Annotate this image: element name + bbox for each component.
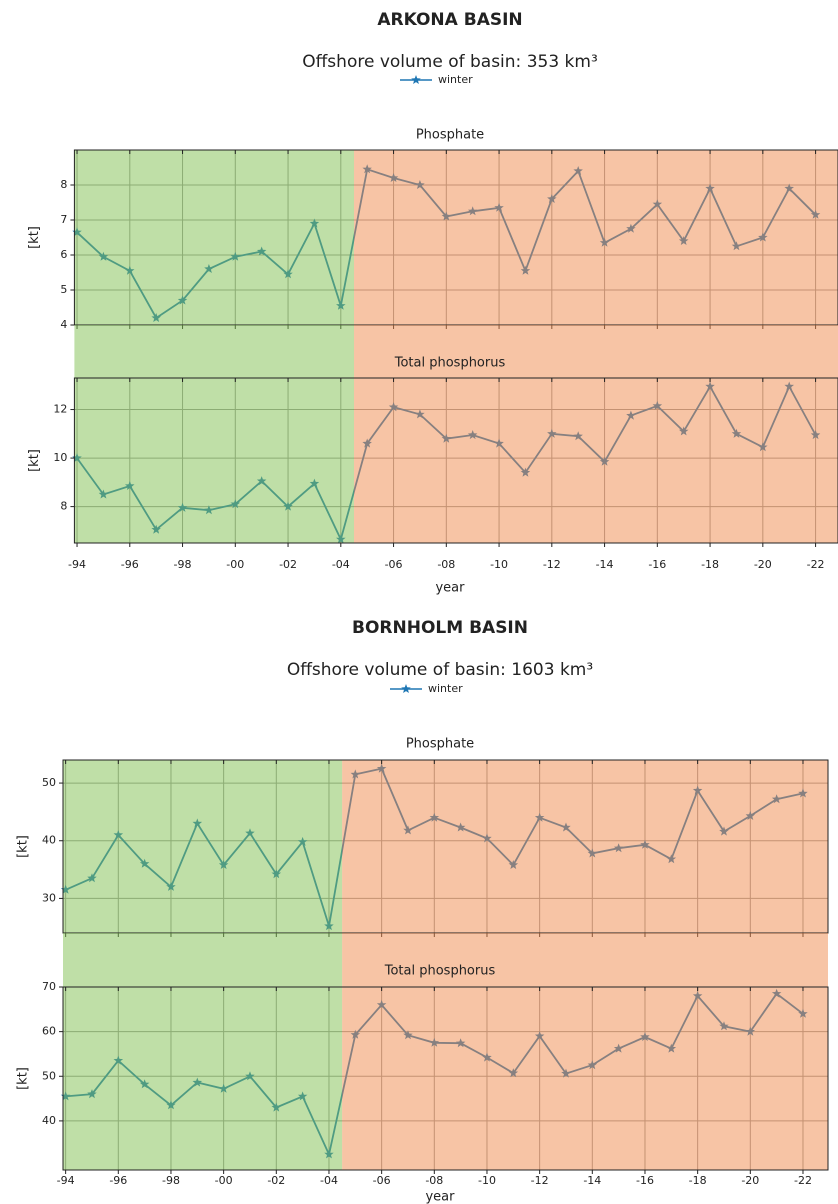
- y-axis-label: [kt]: [16, 835, 31, 858]
- figure-subtitle: Offshore volume of basin: 1603 km³: [287, 660, 593, 680]
- legend-marker: [401, 684, 411, 693]
- y-axis-label: [kt]: [16, 1067, 31, 1090]
- shaded-region: [74, 325, 354, 543]
- x-tick-label: -22: [794, 1174, 812, 1187]
- x-tick-label: -16: [648, 558, 666, 571]
- x-tick-label: -08: [437, 558, 455, 571]
- x-tick-label: -06: [373, 1174, 391, 1187]
- x-tick-label: -14: [583, 1174, 601, 1187]
- shaded-region: [63, 760, 343, 933]
- y-tick-label: 50: [42, 1069, 56, 1082]
- x-tick-label: -02: [279, 558, 297, 571]
- x-tick-label: -98: [174, 558, 192, 571]
- x-tick-label: -10: [490, 558, 508, 571]
- x-axis-label: year: [435, 581, 465, 596]
- panel-title: Phosphate: [416, 128, 484, 143]
- y-axis-label: [kt]: [27, 226, 42, 249]
- shaded-region: [353, 325, 838, 543]
- x-tick-label: -16: [636, 1174, 654, 1187]
- panel-title: Total phosphorus: [384, 964, 496, 979]
- panel-title: Phosphate: [406, 737, 474, 752]
- legend-label: winter: [428, 682, 463, 695]
- y-tick-label: 5: [60, 283, 67, 296]
- y-tick-label: 40: [42, 834, 56, 847]
- x-tick-label: -94: [57, 1174, 75, 1187]
- x-tick-label: -18: [689, 1174, 707, 1187]
- shaded-region: [342, 933, 828, 1170]
- x-tick-label: -04: [320, 1174, 338, 1187]
- x-tick-label: -06: [385, 558, 403, 571]
- x-tick-label: -22: [807, 558, 825, 571]
- y-axis-label: [kt]: [27, 449, 42, 472]
- figure-subtitle: Offshore volume of basin: 353 km³: [302, 52, 598, 72]
- y-tick-label: 40: [42, 1114, 56, 1127]
- x-tick-label: -20: [754, 558, 772, 571]
- y-tick-label: 6: [60, 248, 67, 261]
- x-tick-label: -00: [215, 1174, 233, 1187]
- x-axis-label: year: [425, 1190, 455, 1204]
- x-tick-label: -14: [596, 558, 614, 571]
- x-tick-label: -08: [425, 1174, 443, 1187]
- y-tick-label: 8: [60, 178, 67, 191]
- x-tick-label: -04: [332, 558, 350, 571]
- x-tick-label: -20: [741, 1174, 759, 1187]
- x-tick-label: -10: [478, 1174, 496, 1187]
- y-tick-label: 50: [42, 776, 56, 789]
- figure-title: BORNHOLM BASIN: [352, 618, 528, 638]
- y-tick-label: 4: [60, 318, 67, 331]
- x-tick-label: -96: [121, 558, 139, 571]
- legend-label: winter: [438, 73, 473, 86]
- x-tick-label: -02: [267, 1174, 285, 1187]
- shaded-region: [74, 150, 354, 325]
- y-tick-label: 8: [60, 500, 67, 513]
- y-tick-label: 7: [60, 213, 67, 226]
- y-tick-label: 12: [53, 403, 67, 416]
- y-tick-label: 70: [42, 980, 56, 993]
- plot-frame: [62, 986, 829, 1171]
- shaded-region: [353, 150, 838, 325]
- y-tick-label: 30: [42, 891, 56, 904]
- shaded-region: [342, 760, 828, 933]
- x-tick-label: -00: [226, 558, 244, 571]
- x-tick-label: -94: [68, 558, 86, 571]
- panel-title: Total phosphorus: [394, 356, 506, 371]
- x-tick-label: -98: [162, 1174, 180, 1187]
- shaded-region: [63, 933, 343, 1170]
- x-tick-label: -12: [531, 1174, 549, 1187]
- x-tick-label: -96: [109, 1174, 127, 1187]
- y-tick-label: 60: [42, 1025, 56, 1038]
- y-tick-label: 10: [53, 451, 67, 464]
- x-tick-label: -12: [543, 558, 561, 571]
- figure-title: ARKONA BASIN: [377, 10, 522, 30]
- x-tick-label: -18: [701, 558, 719, 571]
- legend-marker: [411, 75, 421, 84]
